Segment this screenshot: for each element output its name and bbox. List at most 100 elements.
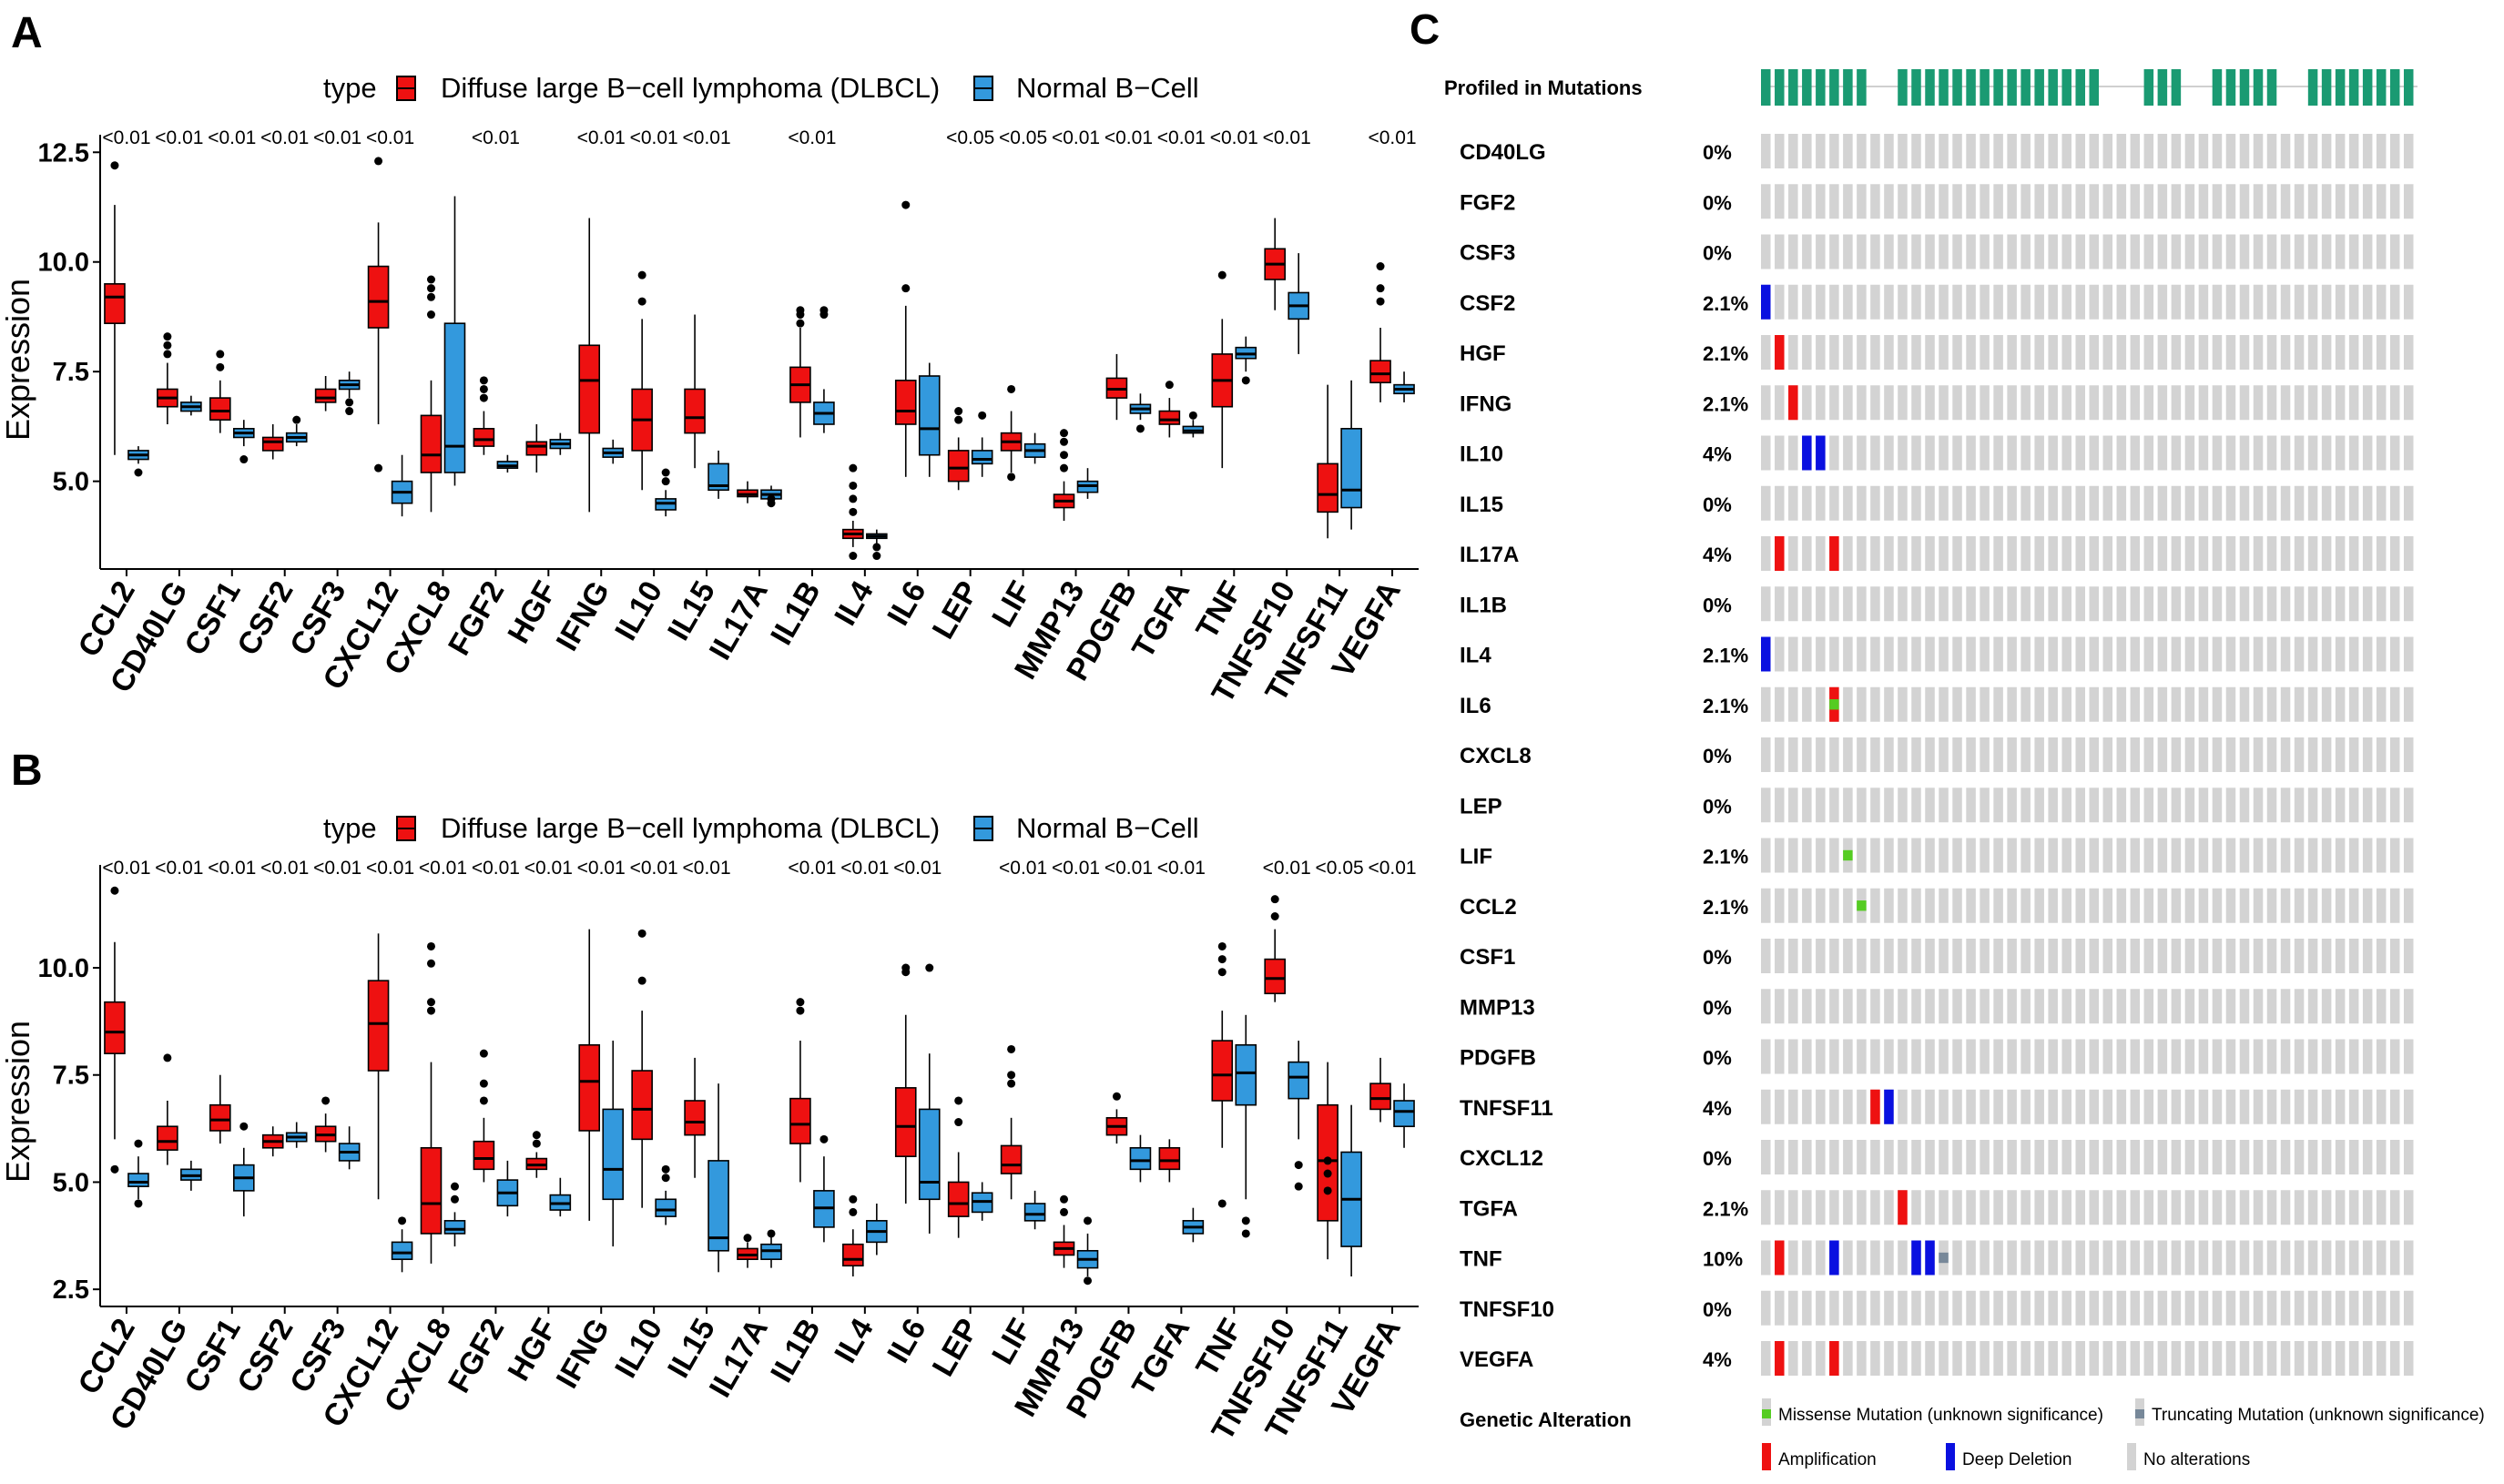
amplification-cell	[1788, 385, 1798, 421]
sample-cell	[1802, 485, 1812, 521]
box-dlbcl	[947, 1181, 970, 1217]
sample-cell	[1993, 1240, 2003, 1276]
outlier-point	[1376, 262, 1385, 271]
sample-cell	[2348, 788, 2359, 823]
sample-cell	[1857, 385, 1867, 421]
sample-cell	[2376, 335, 2387, 370]
sample-cell	[1911, 184, 1921, 219]
sample-cell	[2034, 435, 2044, 471]
sample-cell	[2116, 888, 2127, 923]
sample-cell	[2225, 134, 2236, 168]
sample-cell	[1993, 989, 2003, 1024]
sample-cell	[2225, 788, 2236, 823]
sample-cell	[1911, 435, 1921, 471]
sample-cell	[1884, 1190, 1894, 1225]
sample-cell	[1870, 385, 1880, 421]
profiled-cell	[2253, 69, 2264, 106]
sample-cell	[2362, 586, 2373, 622]
sample-cell	[1857, 435, 1867, 471]
p-value-label: <0.01	[208, 127, 256, 148]
sample-cell	[2376, 737, 2387, 772]
sample-cell	[1952, 1140, 1962, 1174]
sample-cell	[2403, 1190, 2414, 1225]
sample-cell	[2061, 586, 2071, 622]
p-value-label: <0.01	[1263, 858, 1311, 879]
profiled-cell	[2212, 69, 2223, 106]
sample-cell	[2376, 838, 2387, 873]
sample-cell	[2102, 939, 2113, 973]
p-value-label: <0.01	[366, 127, 414, 148]
gene-percent: 4%	[1703, 1097, 1732, 1120]
sample-cell	[1843, 686, 1853, 722]
sample-cell	[2171, 485, 2182, 521]
sample-cell	[1993, 1190, 2003, 1225]
sample-cell	[2389, 888, 2400, 923]
sample-cell	[2061, 1290, 2071, 1326]
sample-cell	[2389, 686, 2400, 722]
sample-cell	[1993, 536, 2003, 571]
sample-cell	[1966, 1039, 1976, 1074]
sample-cell	[1952, 838, 1962, 873]
sample-cell	[1952, 1190, 1962, 1225]
sample-cell	[2389, 284, 2400, 320]
sample-cell	[1911, 989, 1921, 1024]
box-dlbcl	[209, 397, 231, 421]
deep_deletion-legend-label: Deep Deletion	[1962, 1450, 2071, 1469]
sample-cell	[2362, 1190, 2373, 1225]
sample-cell	[2225, 838, 2236, 873]
sample-cell	[1993, 838, 2003, 873]
sample-cell	[2403, 636, 2414, 672]
sample-cell	[1788, 989, 1798, 1024]
sample-cell	[1898, 686, 1908, 722]
sample-cell	[1843, 1140, 1853, 1174]
sample-cell	[2321, 788, 2332, 823]
sample-cell	[2021, 1290, 2031, 1326]
outlier-point	[1135, 424, 1145, 433]
p-value-label: <0.01	[999, 858, 1047, 879]
sample-cell	[2198, 788, 2209, 823]
sample-cell	[2061, 1190, 2071, 1225]
sample-cell	[2403, 888, 2414, 923]
sample-cell	[2294, 1240, 2305, 1276]
sample-cell	[1980, 134, 1990, 168]
sample-cell	[2061, 234, 2071, 269]
genetic-alteration-label: Genetic Alteration	[1460, 1408, 1632, 1431]
gene-label: CSF1	[1460, 945, 1515, 970]
sample-cell	[2130, 435, 2141, 471]
sample-cell	[2171, 184, 2182, 219]
outlier-point	[978, 411, 987, 420]
sample-cell	[1843, 234, 1853, 269]
sample-cell	[1966, 184, 1976, 219]
sample-cell	[2253, 1341, 2264, 1376]
sample-cell	[2253, 737, 2264, 772]
gene-label: CSF2	[1460, 291, 1515, 316]
sample-cell	[1911, 1341, 1921, 1376]
sample-cell	[1911, 1190, 1921, 1225]
truncating-mark	[1939, 1252, 1949, 1264]
outlier-point	[1217, 955, 1227, 964]
box-dlbcl	[367, 265, 390, 329]
sample-cell	[2253, 485, 2264, 521]
sample-cell	[1788, 737, 1798, 772]
sample-cell	[2335, 234, 2346, 269]
profiled-cell	[1802, 69, 1812, 106]
profiled-cell	[1993, 69, 2003, 106]
sample-cell	[2171, 838, 2182, 873]
sample-cell	[1775, 838, 1785, 873]
sample-cell	[2061, 184, 2071, 219]
deep_deletion-cell	[1911, 1240, 1921, 1276]
sample-cell	[2171, 939, 2182, 973]
sample-cell	[2321, 335, 2332, 370]
sample-cell	[2362, 1240, 2373, 1276]
outlier-point	[1007, 473, 1016, 482]
sample-cell	[1966, 636, 1976, 672]
sample-cell	[1816, 1341, 1826, 1376]
sample-cell	[2130, 939, 2141, 973]
sample-cell	[2075, 385, 2085, 421]
sample-cell	[2116, 1140, 2127, 1174]
sample-cell	[1761, 536, 1771, 571]
p-value-label: <0.01	[1263, 127, 1311, 148]
sample-cell	[1993, 1341, 2003, 1376]
sample-cell	[1870, 888, 1880, 923]
sample-cell	[1952, 586, 1962, 622]
